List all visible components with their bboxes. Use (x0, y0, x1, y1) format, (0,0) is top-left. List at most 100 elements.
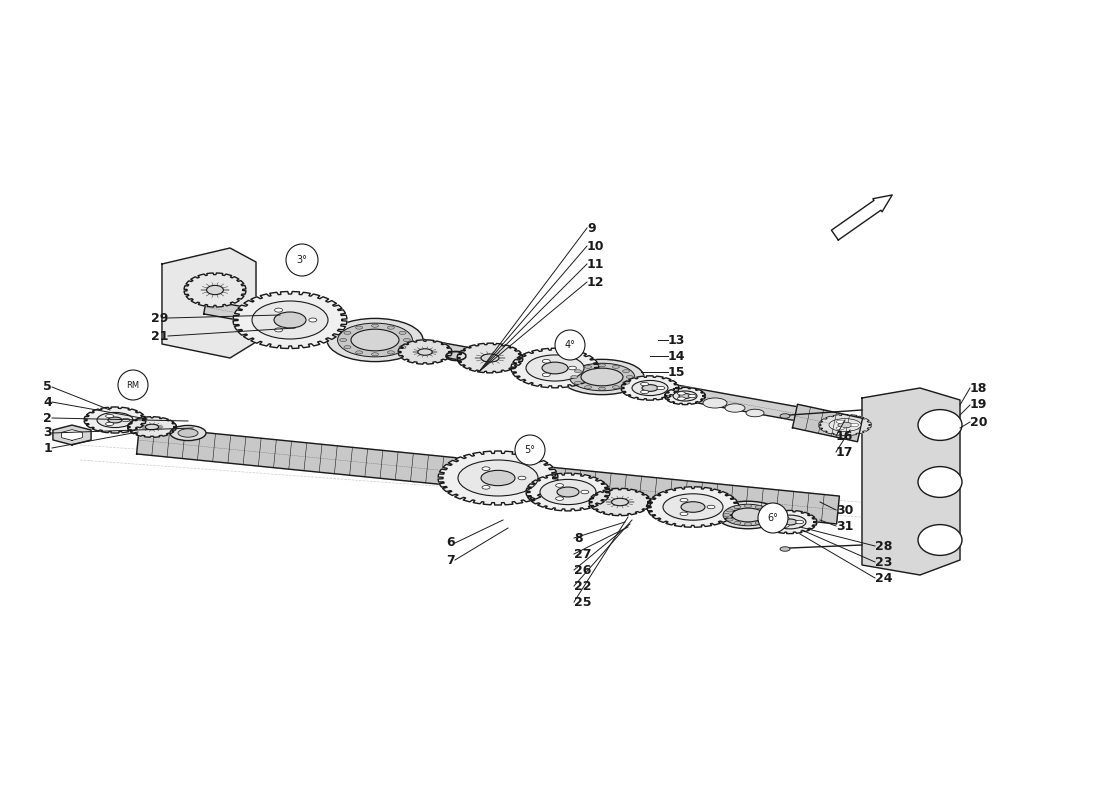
Ellipse shape (626, 375, 634, 378)
Circle shape (118, 370, 148, 400)
Ellipse shape (640, 382, 649, 386)
Polygon shape (664, 387, 705, 405)
Ellipse shape (829, 418, 861, 431)
Text: 10: 10 (587, 239, 605, 253)
Ellipse shape (122, 418, 130, 422)
Text: 22: 22 (574, 579, 592, 593)
Ellipse shape (613, 386, 619, 389)
Polygon shape (204, 300, 849, 430)
Ellipse shape (207, 286, 223, 294)
Ellipse shape (598, 387, 605, 390)
Ellipse shape (623, 370, 629, 373)
Ellipse shape (170, 426, 206, 441)
Ellipse shape (344, 331, 351, 334)
Ellipse shape (274, 312, 306, 328)
Text: 6: 6 (447, 537, 455, 550)
Ellipse shape (850, 423, 859, 426)
Text: 1: 1 (43, 442, 52, 454)
Ellipse shape (726, 509, 733, 512)
Text: 30: 30 (836, 503, 854, 517)
Text: 2: 2 (43, 411, 52, 425)
Polygon shape (588, 488, 651, 516)
Ellipse shape (108, 417, 122, 423)
Text: 7: 7 (447, 554, 455, 566)
Ellipse shape (518, 476, 526, 480)
Ellipse shape (836, 426, 844, 430)
Text: 5°: 5° (525, 445, 536, 455)
Ellipse shape (252, 301, 328, 339)
Ellipse shape (309, 318, 317, 322)
Ellipse shape (556, 484, 563, 487)
Polygon shape (184, 273, 246, 307)
Text: 23: 23 (874, 555, 892, 569)
Ellipse shape (716, 502, 780, 529)
Polygon shape (162, 248, 256, 358)
Ellipse shape (569, 363, 635, 390)
Ellipse shape (372, 353, 378, 356)
Polygon shape (136, 426, 839, 524)
Ellipse shape (560, 359, 643, 394)
Circle shape (515, 435, 544, 465)
Ellipse shape (340, 338, 346, 342)
Circle shape (556, 330, 585, 360)
Polygon shape (526, 473, 610, 511)
Polygon shape (84, 407, 146, 433)
Ellipse shape (344, 346, 351, 349)
Ellipse shape (679, 394, 691, 398)
Text: 19: 19 (970, 398, 988, 411)
Ellipse shape (97, 413, 133, 427)
Polygon shape (792, 404, 862, 442)
Ellipse shape (918, 525, 962, 555)
Ellipse shape (724, 514, 730, 517)
Text: 14: 14 (668, 350, 685, 362)
Ellipse shape (569, 366, 576, 370)
Ellipse shape (372, 324, 378, 327)
Polygon shape (62, 430, 82, 440)
Text: 16: 16 (836, 430, 854, 442)
Ellipse shape (680, 498, 688, 502)
Text: 6°: 6° (768, 513, 779, 523)
Ellipse shape (482, 486, 490, 489)
Ellipse shape (387, 326, 395, 329)
Ellipse shape (571, 375, 578, 378)
Polygon shape (53, 425, 91, 445)
Ellipse shape (404, 338, 410, 342)
Ellipse shape (726, 518, 733, 521)
Polygon shape (128, 417, 176, 438)
Ellipse shape (387, 351, 395, 354)
Ellipse shape (327, 318, 424, 362)
Ellipse shape (351, 330, 399, 350)
Ellipse shape (557, 487, 579, 497)
Ellipse shape (640, 390, 649, 394)
Ellipse shape (795, 520, 804, 524)
Text: 21: 21 (151, 330, 168, 342)
Ellipse shape (783, 519, 798, 525)
Ellipse shape (725, 404, 745, 412)
Ellipse shape (542, 359, 550, 363)
Ellipse shape (574, 370, 582, 373)
Ellipse shape (642, 385, 658, 391)
Text: 13: 13 (668, 334, 685, 346)
Text: 3°: 3° (297, 255, 307, 265)
Polygon shape (621, 376, 679, 400)
Ellipse shape (781, 517, 789, 520)
Polygon shape (862, 388, 960, 575)
Ellipse shape (542, 362, 568, 374)
Ellipse shape (145, 424, 158, 430)
Ellipse shape (723, 504, 773, 526)
Ellipse shape (774, 515, 806, 529)
Ellipse shape (680, 512, 688, 516)
Ellipse shape (581, 490, 589, 494)
Text: 15: 15 (668, 366, 685, 378)
Ellipse shape (781, 524, 789, 527)
Polygon shape (763, 510, 817, 534)
Ellipse shape (745, 504, 751, 507)
Ellipse shape (918, 466, 962, 498)
Ellipse shape (763, 518, 770, 521)
Ellipse shape (556, 497, 563, 500)
Ellipse shape (755, 506, 762, 509)
Ellipse shape (106, 422, 113, 426)
Ellipse shape (918, 410, 962, 440)
Ellipse shape (836, 420, 844, 423)
Ellipse shape (355, 326, 363, 329)
